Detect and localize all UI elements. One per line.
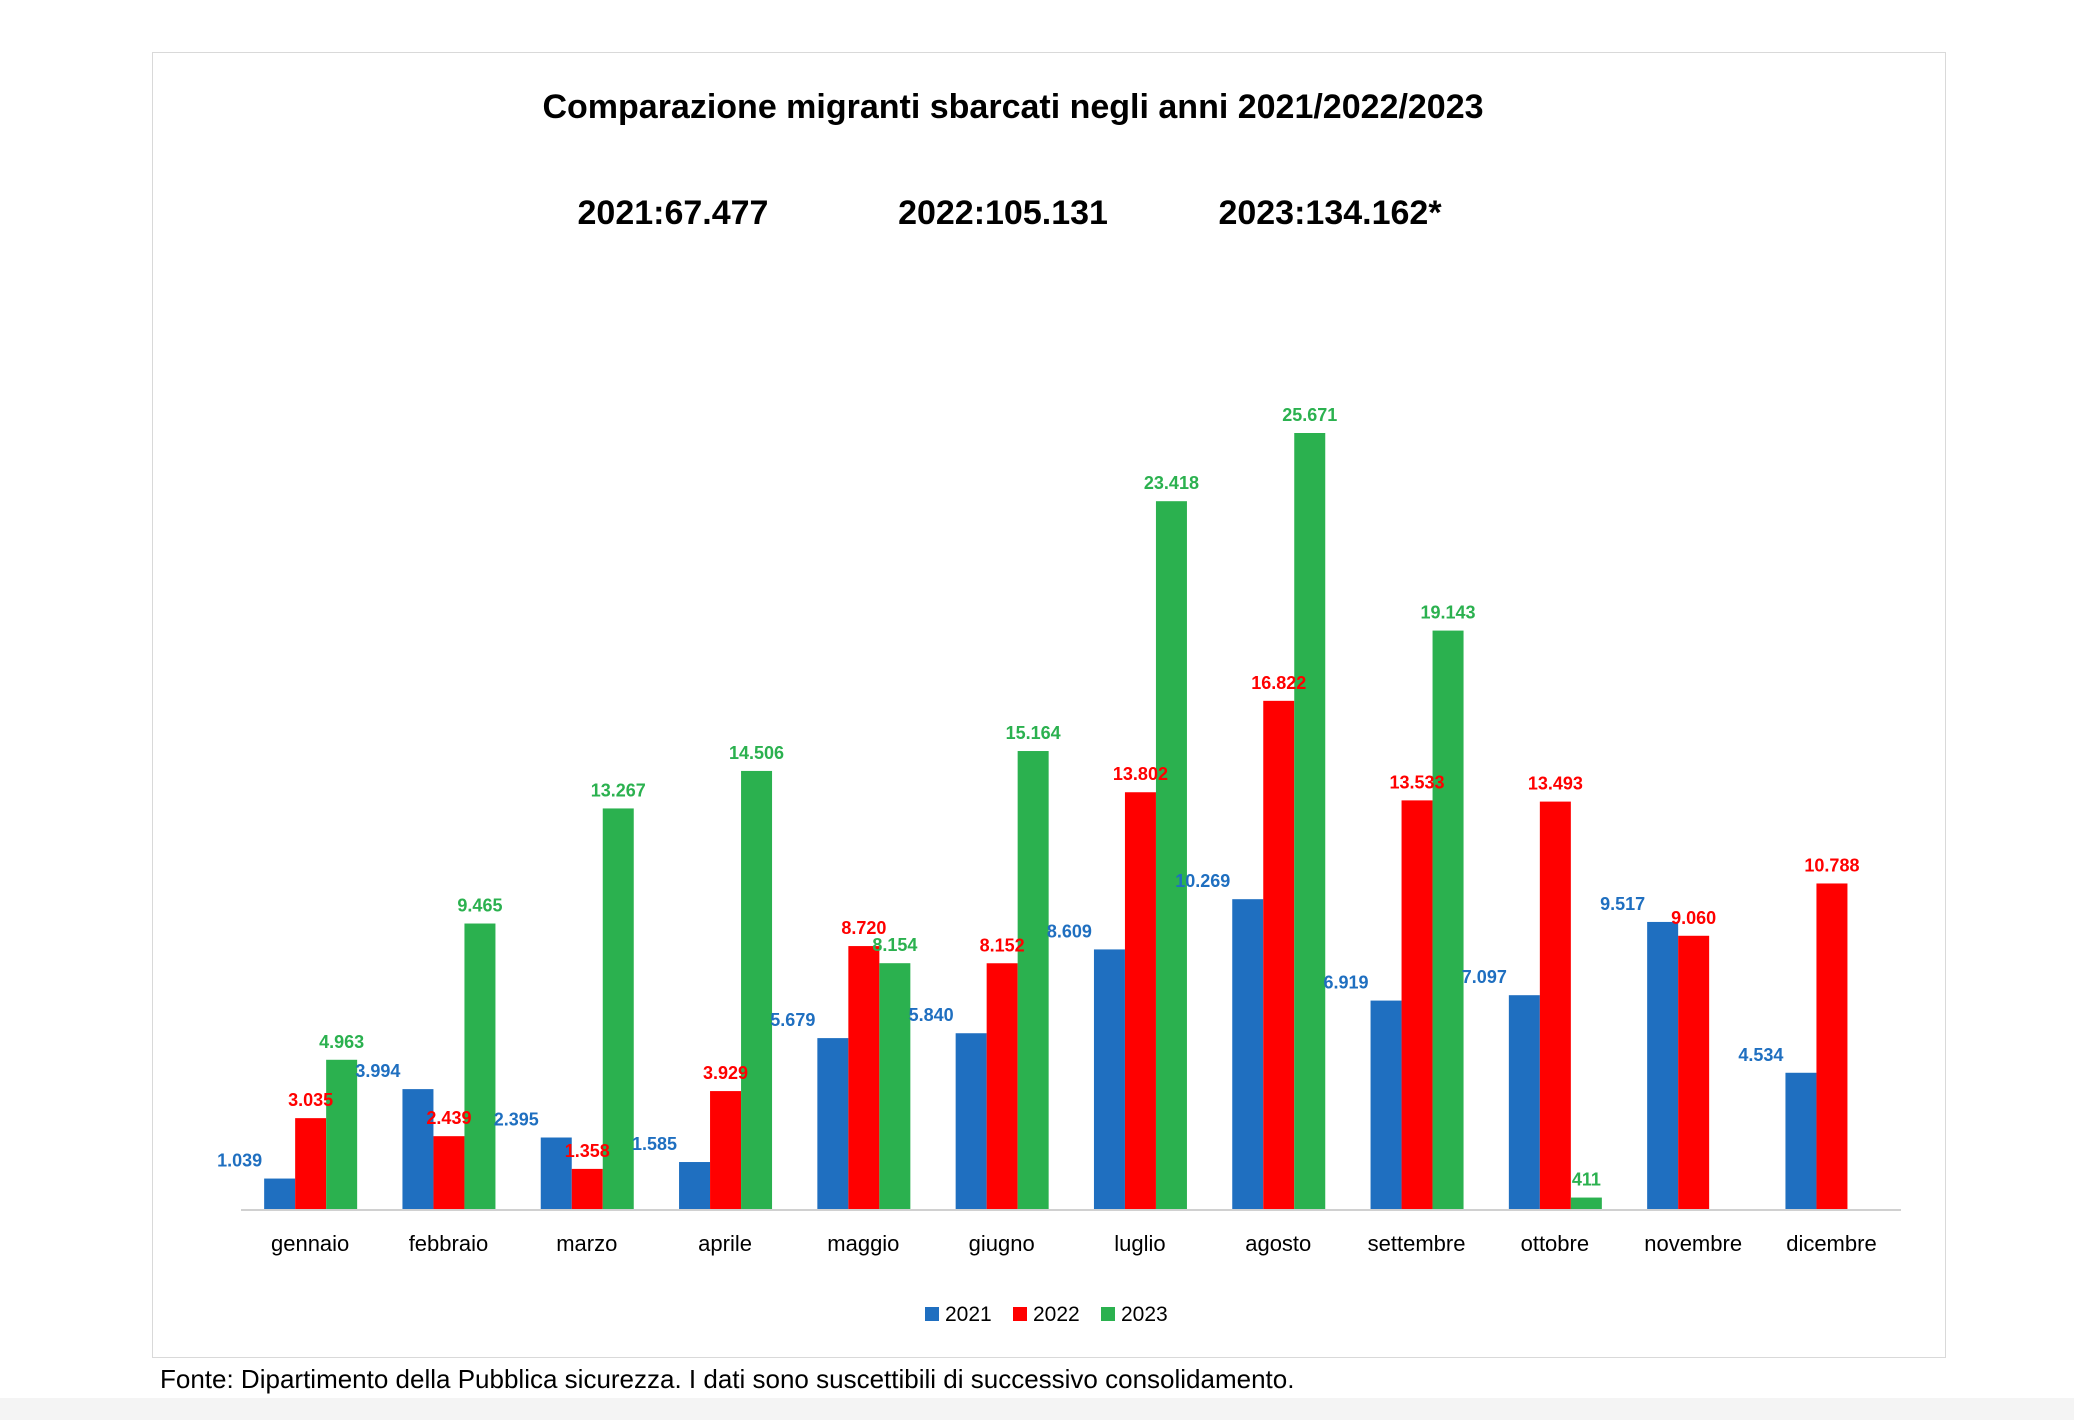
data-label-2021-aprile: 1.585 — [632, 1134, 677, 1154]
category-label-agosto: agosto — [1245, 1231, 1311, 1256]
data-label-2021-luglio: 8.609 — [1047, 921, 1092, 941]
source-note: Fonte: Dipartimento della Pubblica sicur… — [160, 1364, 1295, 1394]
bar-2023-maggio — [879, 963, 911, 1210]
legend-swatch-2021 — [925, 1307, 939, 1321]
bar-2022-agosto — [1263, 700, 1295, 1210]
chart-frame: Comparazione migranti sbarcati negli ann… — [152, 52, 1946, 1358]
data-label-2022-giugno: 8.152 — [980, 935, 1025, 955]
data-label-2022-dicembre: 10.788 — [1804, 855, 1859, 875]
data-label-2023-agosto: 25.671 — [1282, 405, 1337, 425]
data-label-2022-settembre: 13.533 — [1390, 772, 1445, 792]
bar-2022-settembre — [1401, 800, 1433, 1210]
bar-2023-giugno — [1017, 751, 1049, 1210]
bar-2023-marzo — [602, 808, 634, 1210]
bar-2021-luglio — [1093, 949, 1125, 1210]
category-label-marzo: marzo — [556, 1231, 617, 1256]
data-label-2023-gennaio: 4.963 — [319, 1032, 364, 1052]
data-label-2023-ottobre: 411 — [1572, 1170, 1601, 1190]
bar-2022-febbraio — [433, 1136, 465, 1210]
data-label-2021-febbraio: 3.994 — [355, 1061, 400, 1081]
bars-layer — [264, 433, 1848, 1210]
bar-2023-settembre — [1432, 630, 1464, 1210]
bar-2021-aprile — [679, 1162, 711, 1210]
data-label-2022-marzo: 1.358 — [565, 1141, 610, 1161]
data-label-2022-gennaio: 3.035 — [288, 1090, 333, 1110]
bar-2021-giugno — [955, 1033, 987, 1210]
bar-2021-agosto — [1232, 899, 1264, 1210]
category-label-giugno: giugno — [969, 1231, 1035, 1256]
bar-2022-maggio — [848, 946, 880, 1210]
bar-2022-aprile — [710, 1091, 742, 1210]
bar-2021-novembre — [1647, 921, 1679, 1210]
legend-label-2021: 2021 — [945, 1303, 992, 1326]
category-label-gennaio: gennaio — [271, 1231, 349, 1256]
bar-2022-ottobre — [1539, 801, 1571, 1210]
legend-label-2022: 2022 — [1033, 1303, 1080, 1326]
category-labels-layer: gennaio febbraio marzo aprile maggio giugno lu… — [271, 1231, 1877, 1256]
data-label-2021-maggio: 5.679 — [770, 1010, 815, 1030]
category-label-aprile: aprile — [698, 1231, 752, 1256]
bar-2023-febbraio — [464, 923, 496, 1210]
data-label-2023-luglio: 23.418 — [1144, 473, 1199, 493]
bar-2021-ottobre — [1508, 995, 1540, 1210]
bottom-strip — [0, 1398, 2074, 1420]
data-label-2022-aprile: 3.929 — [703, 1063, 748, 1083]
bar-2023-gennaio — [326, 1059, 358, 1210]
total-2023: 2023:134.162* — [1218, 194, 1442, 232]
data-label-2023-settembre: 19.143 — [1421, 603, 1476, 623]
data-label-2023-maggio: 8.154 — [872, 935, 917, 955]
bar-2021-febbraio — [402, 1089, 434, 1210]
data-label-2021-settembre: 6.919 — [1324, 973, 1369, 993]
category-label-settembre: settembre — [1368, 1231, 1466, 1256]
bar-2023-luglio — [1155, 501, 1187, 1210]
category-label-febbraio: febbraio — [409, 1231, 489, 1256]
bar-2023-ottobre — [1570, 1197, 1602, 1210]
bar-2022-novembre — [1678, 935, 1710, 1210]
data-label-2023-febbraio: 9.465 — [457, 896, 502, 916]
total-2022: 2022:105.131 — [898, 194, 1108, 232]
bar-2022-luglio — [1124, 792, 1156, 1210]
bar-2023-agosto — [1294, 433, 1326, 1210]
legend-label-2023: 2023 — [1121, 1303, 1168, 1326]
legend-swatch-2023 — [1101, 1307, 1115, 1321]
category-label-ottobre: ottobre — [1521, 1231, 1590, 1256]
legend-swatch-2022 — [1013, 1307, 1027, 1321]
data-label-2022-maggio: 8.720 — [841, 918, 886, 938]
chart-title: Comparazione migranti sbarcati negli ann… — [542, 88, 1483, 126]
total-2021: 2021:67.477 — [578, 194, 769, 232]
bar-chart: Comparazione migranti sbarcati negli ann… — [217, 88, 1901, 1326]
category-label-dicembre: dicembre — [1786, 1231, 1876, 1256]
data-label-2023-giugno: 15.164 — [1006, 723, 1061, 743]
bar-2021-gennaio — [264, 1178, 296, 1210]
data-label-2021-novembre: 9.517 — [1600, 894, 1645, 914]
bar-2022-giugno — [986, 963, 1018, 1210]
data-label-2021-agosto: 10.269 — [1175, 871, 1230, 891]
bar-2023-aprile — [741, 770, 773, 1210]
data-label-2021-gennaio: 1.039 — [217, 1151, 262, 1171]
bar-2022-gennaio — [295, 1118, 327, 1210]
data-label-2023-marzo: 13.267 — [591, 780, 646, 800]
data-label-2021-ottobre: 7.097 — [1462, 967, 1507, 987]
bar-2021-marzo — [540, 1137, 572, 1210]
bar-2021-settembre — [1370, 1000, 1402, 1210]
data-label-2021-giugno: 5.840 — [909, 1005, 954, 1025]
bar-2021-maggio — [817, 1038, 849, 1210]
bar-2022-marzo — [571, 1168, 603, 1210]
legend: 2021 2022 2023 — [925, 1303, 1168, 1326]
data-labels-layer: 1.039 3.035 4.963 3.994 2.439 9.465 2.395 1.358… — [217, 405, 1859, 1190]
category-label-novembre: novembre — [1644, 1231, 1742, 1256]
category-label-luglio: luglio — [1114, 1231, 1165, 1256]
data-label-2022-novembre: 9.060 — [1671, 908, 1716, 928]
data-label-2023-aprile: 14.506 — [729, 743, 784, 763]
data-label-2021-dicembre: 4.534 — [1738, 1045, 1783, 1065]
data-label-2022-febbraio: 2.439 — [426, 1108, 471, 1128]
data-label-2022-agosto: 16.822 — [1251, 673, 1306, 693]
data-label-2022-luglio: 13.802 — [1113, 764, 1168, 784]
bar-2021-dicembre — [1785, 1072, 1817, 1210]
bar-2022-dicembre — [1816, 883, 1848, 1210]
data-label-2021-marzo: 2.395 — [494, 1110, 539, 1130]
category-label-maggio: maggio — [827, 1231, 899, 1256]
data-label-2022-ottobre: 13.493 — [1528, 774, 1583, 794]
